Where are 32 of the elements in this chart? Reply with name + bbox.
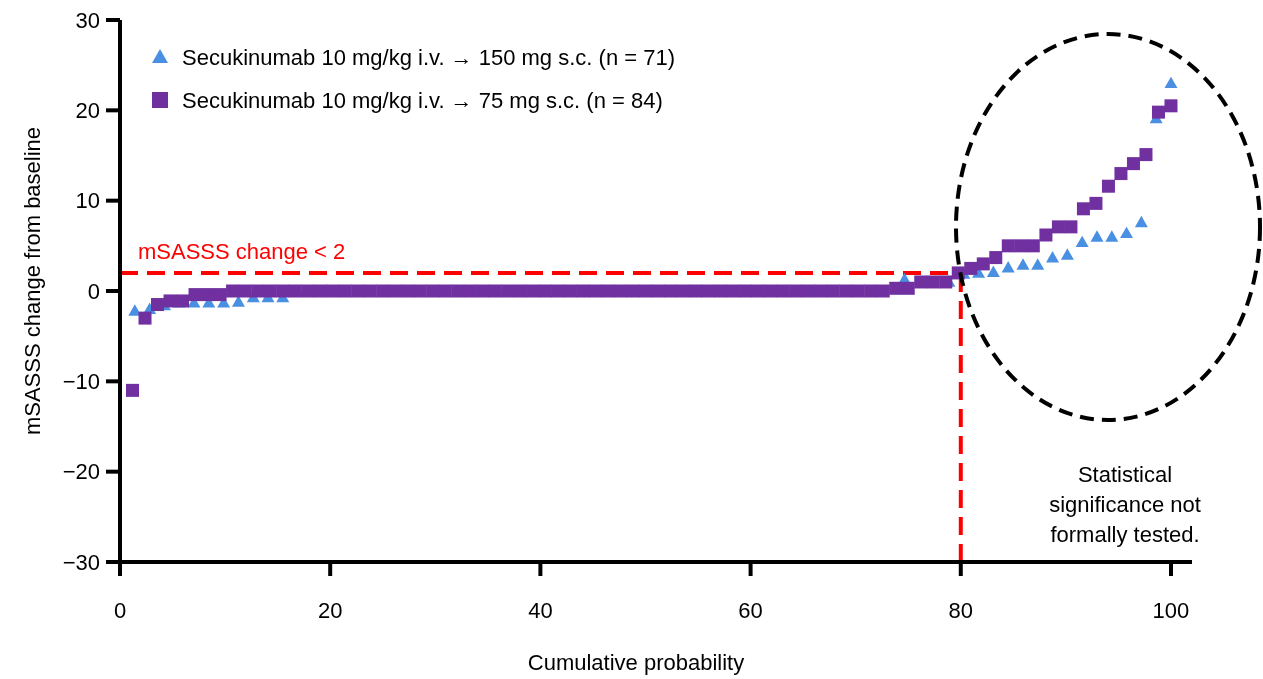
- point: [1120, 226, 1134, 239]
- point: [231, 295, 245, 307]
- point: [1090, 230, 1104, 242]
- x-tick-label: 40: [528, 598, 553, 623]
- y-tick-label: 20: [75, 98, 100, 124]
- ref-line-label: mSASSS change < 2: [138, 238, 346, 264]
- y-tick-label: −10: [62, 369, 100, 395]
- y-axis-title: mSASSS change from baseline: [20, 126, 45, 436]
- point: [1105, 230, 1119, 242]
- y-tick-label: 0: [87, 278, 100, 304]
- x-tick-label: 0: [113, 598, 127, 623]
- point: [1001, 261, 1015, 273]
- x-tick-label: 60: [738, 598, 763, 623]
- point: [1134, 215, 1148, 228]
- point: [986, 265, 1000, 277]
- point: [1060, 248, 1074, 260]
- x-tick-label: 20: [317, 598, 343, 623]
- legend-label: Secukinumab 10 mg/kg i.v. → 150 mg s.c. (n = 71): [182, 44, 675, 70]
- annotation: Statistical significance not formally tested.: [1049, 462, 1201, 547]
- y-tick-label: 30: [75, 7, 100, 33]
- y-tick-label: 10: [75, 188, 100, 214]
- legend-label: Secukinumab 10 mg/kg i.v. → 75 mg s.c. (n = 84): [182, 87, 663, 113]
- point: [1046, 251, 1060, 263]
- x-tick-label: 100: [1152, 598, 1190, 623]
- x-tick-label: 80: [948, 598, 974, 623]
- point: [1031, 258, 1045, 270]
- point: [1075, 235, 1089, 248]
- y-tick-label: −20: [62, 459, 100, 485]
- point: [1164, 76, 1178, 89]
- x-axis-title: Cumulative probability: [527, 650, 745, 675]
- point: [1016, 258, 1030, 270]
- y-tick-label: −30: [62, 549, 100, 575]
